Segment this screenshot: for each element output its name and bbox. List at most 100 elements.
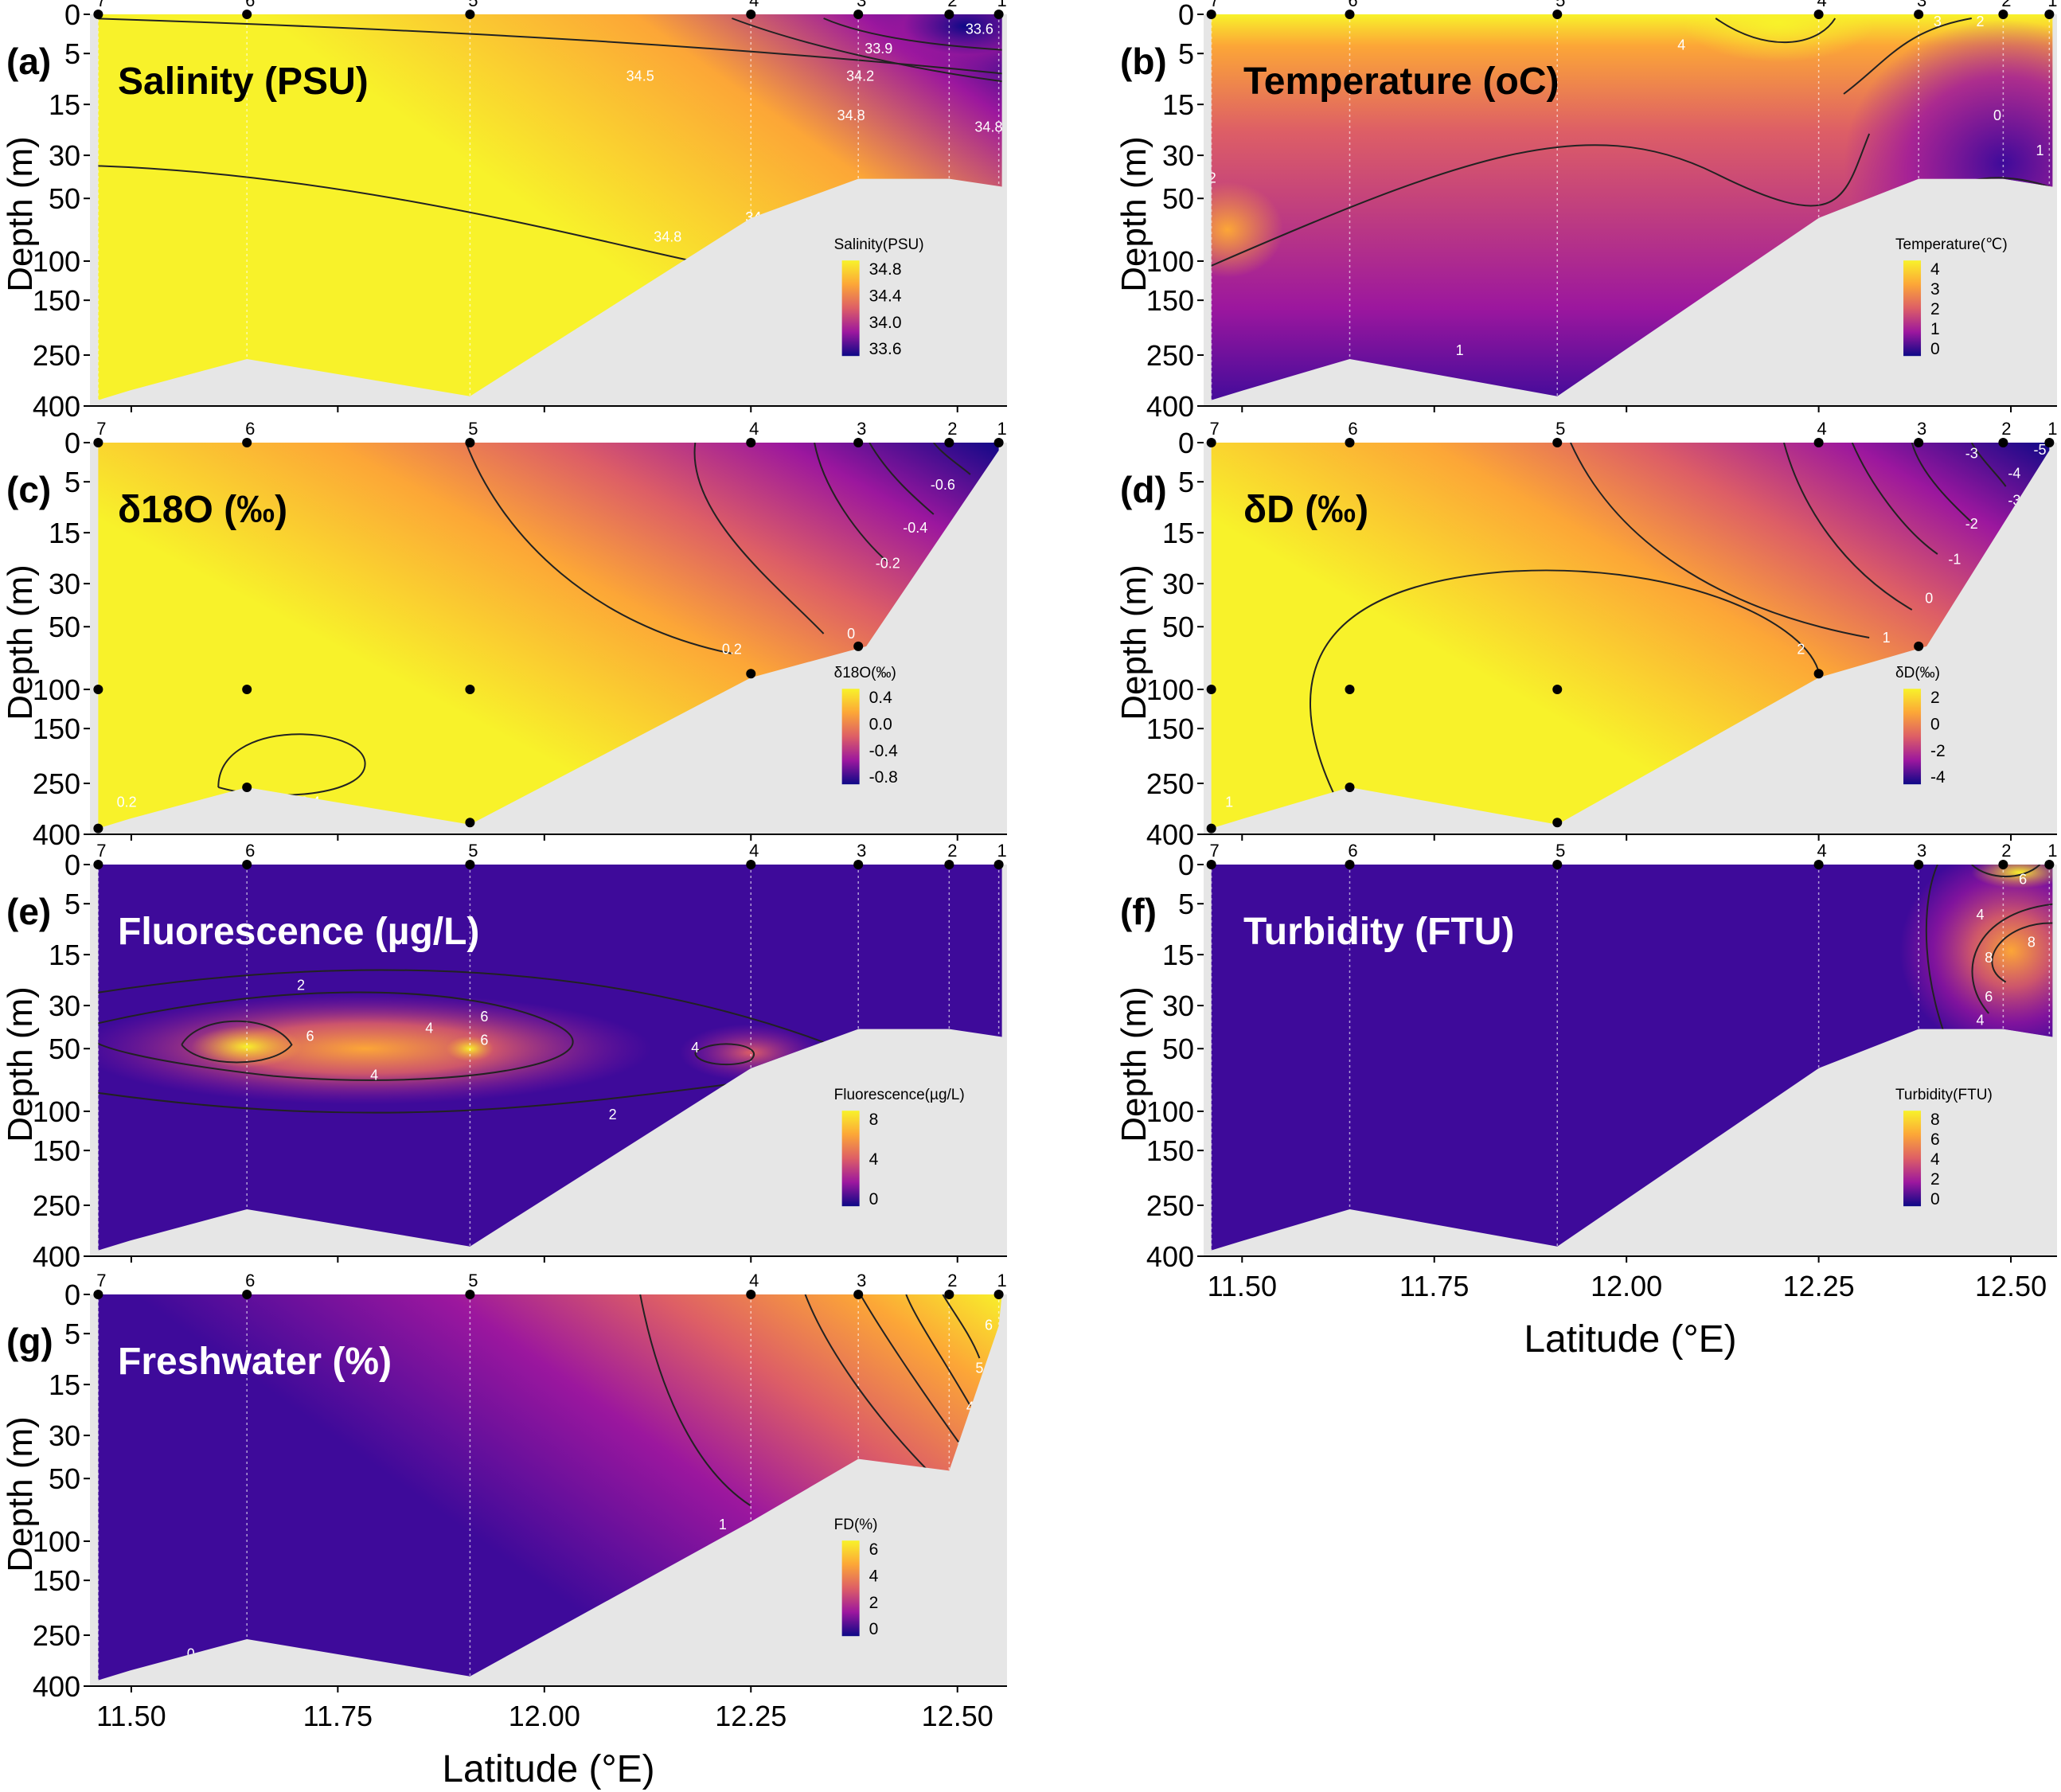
y-tick-label: 400 <box>1146 1240 1194 1273</box>
legend-title: Temperature(℃) <box>1895 236 2008 253</box>
legend-tick-label: -2 <box>1930 742 1946 760</box>
contour-label: 4 <box>966 1400 974 1415</box>
y-tick-label: 250 <box>1146 339 1194 372</box>
contour-label: 4 <box>370 1068 378 1083</box>
station-marker <box>1345 860 1355 869</box>
station-label: 7 <box>96 419 106 439</box>
chl-max-layer <box>98 993 652 1105</box>
y-axis-title: Depth (m) <box>1114 564 1153 720</box>
station-marker <box>746 1290 756 1299</box>
station-marker <box>1206 10 1216 19</box>
station-label: 1 <box>997 419 1006 439</box>
sample-marker <box>1206 684 1216 694</box>
station-label: 3 <box>857 419 866 439</box>
x-tick-label: 11.75 <box>1399 1270 1469 1302</box>
legend-tick-label: 0 <box>1930 340 1940 358</box>
station-label: 1 <box>997 1271 1006 1290</box>
station-marker <box>93 860 103 869</box>
contour-2 <box>1211 133 1871 270</box>
contour-1 <box>1570 443 1870 638</box>
station-marker <box>746 10 756 19</box>
station-label: 3 <box>857 0 866 10</box>
legend-tick-label: 6 <box>869 1540 879 1559</box>
y-tick-label: 30 <box>1162 139 1194 172</box>
contour-label: 2 <box>1797 642 1805 658</box>
panel-label: (f) <box>1120 891 1157 932</box>
legend-title: δD(‰) <box>1895 665 1940 681</box>
panel-c: (c)Depth (m)05153050100150250400-0.6-0.4… <box>1 419 1007 851</box>
sample-marker <box>93 684 103 694</box>
y-tick-label: 400 <box>33 818 80 851</box>
station-label: 3 <box>1917 841 1926 861</box>
station-label: 3 <box>857 1271 866 1290</box>
x-tick-label: 12.25 <box>715 1700 787 1732</box>
contour-label: 34.8 <box>837 107 865 123</box>
station-marker <box>242 860 252 869</box>
panel-g: (g)Depth (m)0515305010015025040065432107… <box>1 1271 1007 1790</box>
y-tick-label: 150 <box>1146 284 1194 317</box>
contour-label: 6 <box>480 1032 488 1048</box>
contour-2 <box>804 1294 944 1486</box>
station-marker <box>944 1290 954 1299</box>
station-label: 7 <box>1210 0 1220 10</box>
legend-tick-label: 2 <box>869 1594 879 1612</box>
legend-tick-label: 4 <box>869 1568 879 1586</box>
x-tick-label: 12.00 <box>1591 1270 1662 1302</box>
y-tick-label: 150 <box>1146 713 1194 745</box>
station-label: 3 <box>1917 0 1926 10</box>
contour-label: -0.6 <box>931 477 955 493</box>
y-tick-label: 150 <box>33 1564 80 1597</box>
sample-marker <box>465 818 475 828</box>
station-label: 7 <box>96 1271 106 1290</box>
contour-label: 0 <box>187 1646 195 1662</box>
contour-label: 0 <box>847 626 855 642</box>
contour-5 <box>942 1294 981 1359</box>
legend-tick-label: 4 <box>1930 260 1940 279</box>
contour-4 <box>98 991 574 1081</box>
station-marker <box>993 1290 1004 1299</box>
y-tick-label: 0 <box>1178 427 1194 459</box>
legend-colorbar <box>1903 260 1922 357</box>
station-marker <box>853 10 864 19</box>
contour-6 <box>181 1020 293 1064</box>
contour-label: 5 <box>975 1360 983 1376</box>
station-marker <box>242 1290 252 1299</box>
station-label: 2 <box>2001 841 2011 861</box>
station-marker <box>465 438 475 447</box>
station-marker <box>746 860 756 869</box>
x-tick-label: 12.00 <box>509 1700 580 1732</box>
station-marker <box>242 10 252 19</box>
contour-neg2 <box>1911 443 1973 523</box>
legend-tick-label: 2 <box>1930 1170 1940 1189</box>
contour-2-upper <box>98 969 870 1061</box>
contour-6 <box>1991 922 2053 983</box>
station-label: 4 <box>749 1271 759 1290</box>
legend-tick-label: 34.0 <box>869 314 902 332</box>
station-label: 5 <box>1556 0 1565 10</box>
legend-colorbar <box>1903 689 1922 785</box>
legend-tick-label: 0.0 <box>869 716 892 734</box>
station-marker <box>1552 438 1563 447</box>
legend-colorbar <box>841 1540 860 1637</box>
contour-label: 2 <box>609 1107 617 1122</box>
y-tick-label: 400 <box>33 1670 80 1703</box>
station-label: 5 <box>468 419 478 439</box>
contour-label: 33.9 <box>865 41 892 57</box>
station-marker <box>1914 10 1924 19</box>
station-label: 4 <box>749 419 759 439</box>
y-tick-label: 400 <box>33 390 80 423</box>
station-marker <box>1998 10 2008 19</box>
contour-label: 1 <box>719 1517 727 1532</box>
legend-title: FD(%) <box>834 1517 878 1533</box>
contour-33.9 <box>823 18 1002 51</box>
contour-2-lower <box>98 1083 732 1114</box>
legend-tick-label: 0.4 <box>869 689 893 707</box>
legend-tick-label: 0 <box>869 1190 879 1208</box>
station-marker <box>1813 438 1824 447</box>
y-tick-label: 0 <box>64 427 80 459</box>
station-marker <box>1813 860 1824 869</box>
panel-label: (g) <box>6 1321 53 1362</box>
turbidity-surface-peak <box>1971 865 2053 888</box>
panel-label: (d) <box>1120 469 1167 510</box>
contour-label: 34.8 <box>654 228 681 244</box>
